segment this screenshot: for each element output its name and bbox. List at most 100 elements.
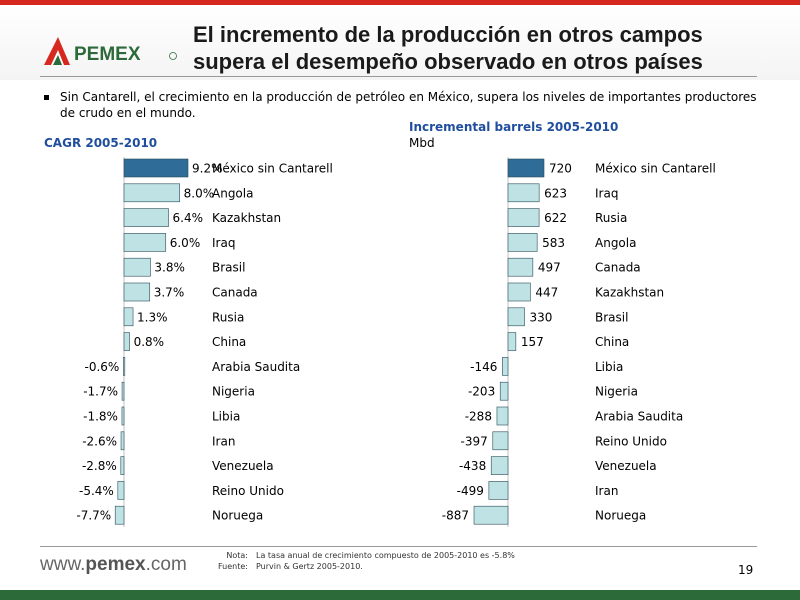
cagr-bar bbox=[114, 505, 125, 525]
cagr-bar bbox=[123, 183, 180, 203]
barrels-category-label: Iran bbox=[595, 484, 618, 498]
barrels-bar bbox=[507, 183, 540, 203]
barrels-bar bbox=[499, 381, 509, 401]
chart-left-title: CAGR 2005-2010 bbox=[44, 136, 158, 150]
barrels-category-label: Nigeria bbox=[595, 385, 638, 399]
cagr-category-label: Angola bbox=[212, 186, 253, 200]
barrels-bar bbox=[507, 332, 517, 351]
cagr-value-label: -0.6% bbox=[84, 360, 119, 374]
cagr-value-label: -2.6% bbox=[82, 434, 117, 448]
cagr-category-label: Iran bbox=[212, 434, 235, 448]
barrels-bar bbox=[507, 233, 538, 252]
footer-divider bbox=[40, 546, 757, 547]
cagr-category-label: Noruega bbox=[212, 509, 263, 523]
barrels-bar bbox=[502, 357, 509, 376]
barrels-value-label: -887 bbox=[442, 509, 469, 523]
barrels-category-label: Noruega bbox=[595, 509, 646, 523]
barrels-bar bbox=[490, 456, 509, 475]
website-link[interactable]: www.pemex.com bbox=[40, 554, 187, 576]
barrels-bar bbox=[507, 307, 525, 327]
pemex-logo: PEMEX bbox=[44, 37, 177, 65]
footnotes: Nota: La tasa anual de crecimiento compue… bbox=[212, 550, 515, 572]
cagr-category-label: Libia bbox=[212, 410, 240, 424]
barrels-category-label: Iraq bbox=[595, 186, 618, 200]
cagr-bar bbox=[121, 406, 125, 426]
barrels-value-label: -203 bbox=[468, 385, 495, 399]
barrels-category-label: Rusia bbox=[595, 211, 627, 225]
barrels-value-label: -146 bbox=[470, 360, 497, 374]
cagr-category-label: Brasil bbox=[212, 261, 245, 275]
cagr-bar bbox=[121, 381, 125, 401]
cagr-category-label: México sin Cantarell bbox=[212, 162, 333, 176]
barrels-value-label: 447 bbox=[535, 286, 558, 300]
cagr-bar bbox=[123, 208, 169, 227]
barrels-category-label: Brasil bbox=[595, 310, 628, 324]
cagr-category-label: Canada bbox=[212, 286, 258, 300]
top-red-bar bbox=[0, 0, 800, 5]
title-line-1: El incremento de la producción en otros … bbox=[193, 22, 703, 47]
title-line-2: supera el desempeño observado en otros p… bbox=[193, 49, 703, 74]
cagr-bar bbox=[120, 431, 125, 451]
barrels-value-label: -288 bbox=[465, 410, 492, 424]
barrels-value-label: 583 bbox=[542, 236, 565, 250]
barrels-bar bbox=[507, 158, 545, 178]
barrels-bar bbox=[488, 481, 509, 500]
cagr-bar bbox=[123, 257, 151, 277]
cagr-bar bbox=[123, 332, 130, 351]
cagr-value-label: 6.0% bbox=[170, 236, 201, 250]
barrels-value-label: 497 bbox=[538, 261, 561, 275]
cagr-category-label: Nigeria bbox=[212, 385, 255, 399]
cagr-value-label: -5.4% bbox=[79, 484, 114, 498]
barrels-bar bbox=[492, 431, 509, 451]
barrels-value-label: 157 bbox=[521, 335, 544, 349]
brand-wordmark: PEMEX bbox=[74, 44, 141, 65]
bullet-text: Sin Cantarell, el crecimiento en la prod… bbox=[60, 90, 757, 120]
barrels-category-label: Reino Unido bbox=[595, 434, 667, 448]
cagr-category-label: Rusia bbox=[212, 310, 244, 324]
cagr-category-label: Kazakhstan bbox=[212, 211, 281, 225]
cagr-category-label: Reino Unido bbox=[212, 484, 284, 498]
chart-right-title: Incremental barrels 2005-2010 bbox=[409, 120, 619, 134]
barrels-bar bbox=[473, 505, 509, 525]
note-label: Nota: bbox=[226, 551, 248, 560]
page-number: 19 bbox=[738, 563, 754, 577]
source-label: Fuente: bbox=[218, 562, 248, 571]
barrels-value-label: 623 bbox=[544, 186, 567, 200]
barrels-category-label: Angola bbox=[595, 236, 636, 250]
barrels-value-label: 622 bbox=[544, 211, 567, 225]
barrels-value-label: -397 bbox=[461, 434, 488, 448]
barrels-bar bbox=[507, 257, 534, 277]
cagr-value-label: 0.8% bbox=[134, 335, 165, 349]
barrels-category-label: Libia bbox=[595, 360, 623, 374]
header: PEMEX El incremento de la producción en … bbox=[0, 5, 800, 80]
cagr-value-label: 6.4% bbox=[173, 211, 204, 225]
bullet-square-icon bbox=[44, 95, 49, 100]
barrels-value-label: 720 bbox=[549, 162, 572, 176]
cagr-bar bbox=[123, 282, 151, 302]
barrels-category-label: Canada bbox=[595, 261, 641, 275]
cagr-bar bbox=[123, 307, 134, 327]
cagr-value-label: -7.7% bbox=[76, 509, 111, 523]
barrels-category-label: Kazakhstan bbox=[595, 286, 664, 300]
barrels-value-label: 330 bbox=[530, 310, 553, 324]
cagr-category-label: Venezuela bbox=[212, 459, 274, 473]
barrels-value-label: -438 bbox=[459, 459, 486, 473]
site-prefix: www. bbox=[40, 554, 86, 575]
cagr-value-label: -1.7% bbox=[83, 385, 118, 399]
barrels-value-label: -499 bbox=[457, 484, 484, 498]
cagr-bar bbox=[117, 481, 125, 500]
source-text: Purvin & Gertz 2005-2010. bbox=[256, 562, 363, 571]
cagr-value-label: 9.2% bbox=[192, 162, 223, 176]
cagr-bar bbox=[123, 233, 167, 252]
site-suffix: .com bbox=[145, 554, 187, 575]
cagr-category-label: China bbox=[212, 335, 246, 349]
barrels-bar bbox=[507, 282, 531, 302]
cagr-value-label: 3.7% bbox=[154, 286, 185, 300]
cagr-category-label: Iraq bbox=[212, 236, 235, 250]
cagr-category-label: Arabia Saudita bbox=[212, 360, 300, 374]
cagr-value-label: -2.8% bbox=[82, 459, 117, 473]
barrels-category-label: China bbox=[595, 335, 629, 349]
barrels-bar bbox=[507, 208, 540, 227]
cagr-value-label: 1.3% bbox=[137, 310, 168, 324]
